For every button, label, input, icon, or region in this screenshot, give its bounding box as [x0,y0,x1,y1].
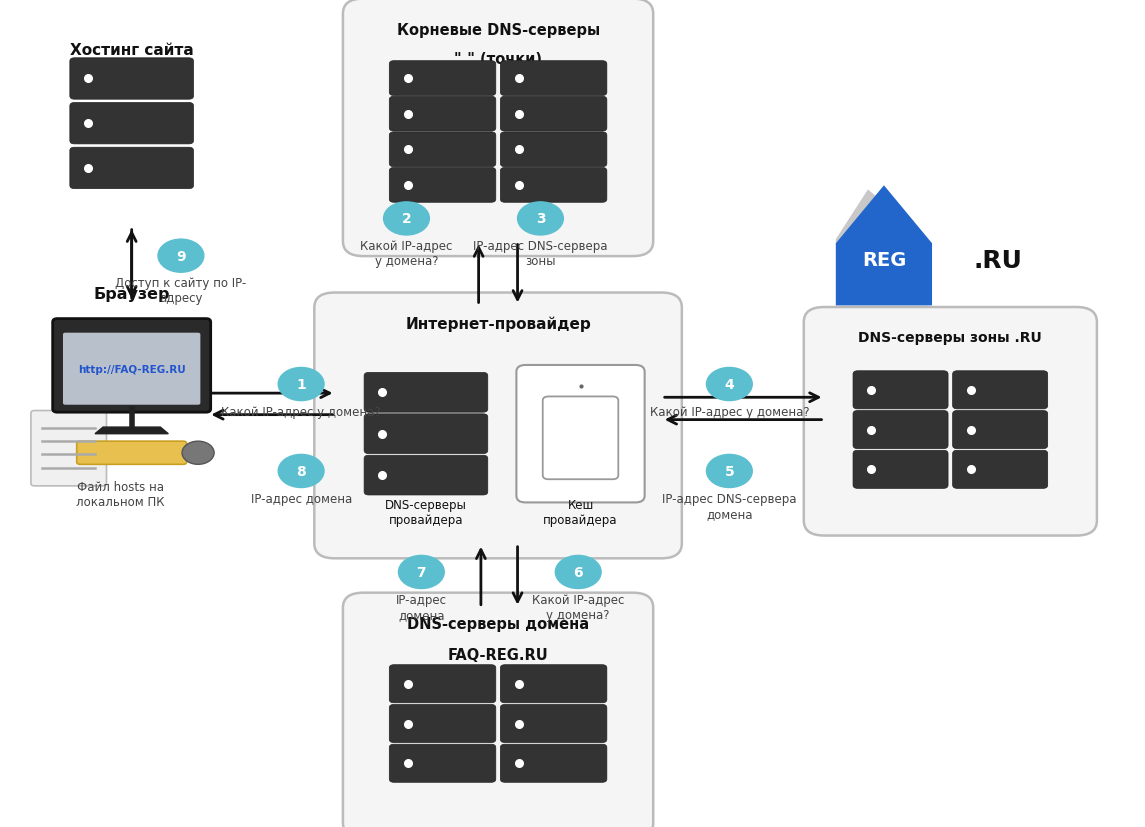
Text: IP-адрес DNS-сервера
зоны: IP-адрес DNS-сервера зоны [473,240,608,268]
Text: Корневые DNS-серверы: Корневые DNS-серверы [396,23,600,38]
Text: DNS-серверы
провайдера: DNS-серверы провайдера [385,499,467,527]
FancyBboxPatch shape [77,442,187,465]
Circle shape [158,240,204,273]
FancyBboxPatch shape [953,371,1048,409]
Text: FAQ-REG.RU: FAQ-REG.RU [448,648,548,662]
FancyBboxPatch shape [516,366,645,503]
FancyBboxPatch shape [389,62,496,97]
Text: Какой IP-адрес
у домена?: Какой IP-адрес у домена? [532,593,624,621]
Text: Какой IP-адрес
у домена?: Какой IP-адрес у домена? [361,240,452,268]
Text: IP-адрес
домена: IP-адрес домена [396,593,447,621]
Text: .RU: .RU [973,249,1022,272]
FancyBboxPatch shape [953,411,1048,449]
FancyBboxPatch shape [500,705,607,743]
FancyBboxPatch shape [500,665,607,703]
FancyBboxPatch shape [500,62,607,97]
Text: 5: 5 [725,465,734,478]
Circle shape [384,203,429,236]
Circle shape [518,203,563,236]
FancyBboxPatch shape [53,319,211,413]
FancyBboxPatch shape [389,665,496,703]
FancyBboxPatch shape [63,333,200,405]
FancyBboxPatch shape [500,744,607,782]
Text: Кеш
провайдера: Кеш провайдера [543,499,618,527]
Circle shape [278,455,324,488]
Text: Файл hosts на
локальном ПК: Файл hosts на локальном ПК [76,480,165,509]
Circle shape [398,556,444,589]
FancyBboxPatch shape [500,133,607,167]
Text: "." (точки): "." (точки) [455,52,542,67]
FancyBboxPatch shape [344,0,653,256]
FancyBboxPatch shape [853,451,948,489]
FancyBboxPatch shape [70,148,194,189]
FancyBboxPatch shape [364,373,488,413]
Polygon shape [836,186,932,306]
FancyBboxPatch shape [70,103,194,145]
Text: 7: 7 [417,566,426,579]
Circle shape [182,442,214,465]
Text: http://FAQ-REG.RU: http://FAQ-REG.RU [78,364,185,375]
FancyBboxPatch shape [953,451,1048,489]
FancyBboxPatch shape [543,397,618,480]
Circle shape [706,368,752,401]
Text: 4: 4 [725,378,734,391]
Text: Интернет-провайдер: Интернет-провайдер [405,317,591,332]
Text: 2: 2 [402,213,411,226]
Text: DNS-серверы зоны .RU: DNS-серверы зоны .RU [859,331,1042,345]
Text: IP-адрес DNS-сервера
домена: IP-адрес DNS-сервера домена [662,492,797,520]
FancyBboxPatch shape [70,59,194,100]
FancyBboxPatch shape [389,744,496,782]
Text: 3: 3 [536,213,545,226]
FancyBboxPatch shape [853,411,948,449]
FancyBboxPatch shape [364,414,488,454]
FancyBboxPatch shape [364,456,488,495]
Text: Какой IP-адрес у домена?: Какой IP-адрес у домена? [221,405,381,418]
FancyBboxPatch shape [500,168,607,203]
Text: Доступ к сайту по IP-
адресу: Доступ к сайту по IP- адресу [116,277,246,305]
Text: Браузер: Браузер [94,287,169,302]
Text: Хостинг сайта: Хостинг сайта [70,43,194,58]
Text: 6: 6 [574,566,583,579]
FancyBboxPatch shape [500,98,607,132]
Text: IP-адрес домена: IP-адрес домена [251,492,352,505]
FancyBboxPatch shape [344,593,653,827]
FancyBboxPatch shape [389,133,496,167]
FancyBboxPatch shape [314,294,681,559]
FancyBboxPatch shape [389,168,496,203]
FancyBboxPatch shape [853,371,948,409]
Text: 8: 8 [297,465,306,478]
Circle shape [555,556,601,589]
Text: DNS-серверы домена: DNS-серверы домена [406,616,590,631]
Text: Какой IP-адрес у домена?: Какой IP-адрес у домена? [649,405,810,418]
FancyBboxPatch shape [389,705,496,743]
FancyBboxPatch shape [804,308,1097,536]
Text: REG: REG [862,251,906,270]
Text: 1: 1 [297,378,306,391]
Text: 9: 9 [176,250,185,263]
FancyBboxPatch shape [31,411,106,486]
FancyBboxPatch shape [389,98,496,132]
Polygon shape [836,190,927,306]
Circle shape [278,368,324,401]
Polygon shape [95,428,168,434]
Circle shape [706,455,752,488]
